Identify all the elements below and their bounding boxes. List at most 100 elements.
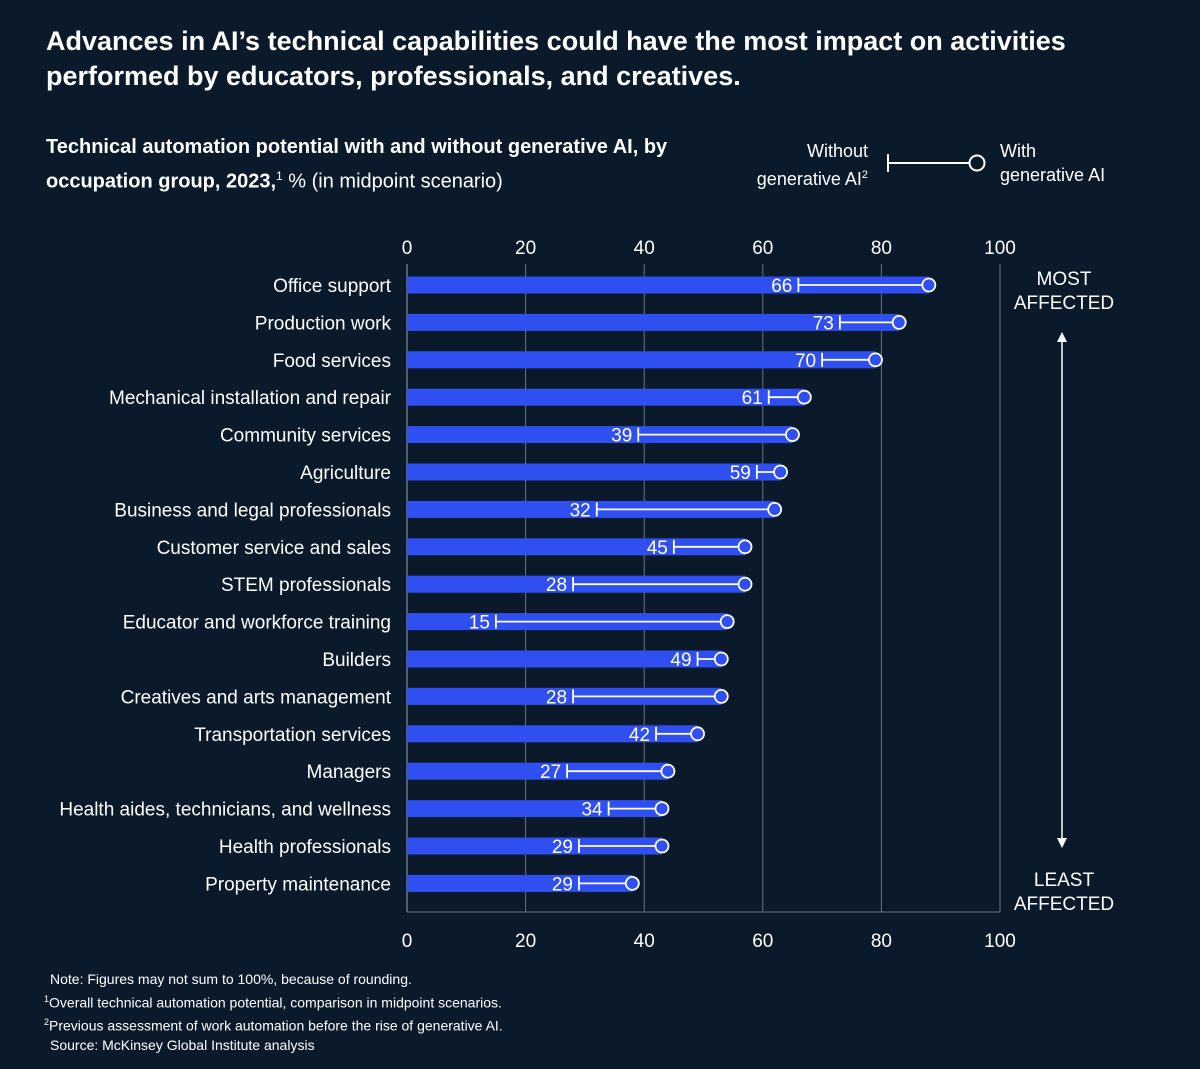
- arrow-down-icon: [1057, 838, 1067, 848]
- category-label: Agriculture: [300, 463, 391, 484]
- value-label-without-gen-ai: 28: [546, 575, 567, 596]
- bar-with-gen-ai: [407, 313, 900, 331]
- value-label-without-gen-ai: 28: [546, 687, 567, 708]
- legend-end-circle: [968, 154, 986, 172]
- bar-row: Transportation services 42: [194, 725, 705, 746]
- most-affected-line2: AFFECTED: [1014, 293, 1114, 314]
- category-label: Business and legal professionals: [114, 500, 391, 521]
- marker-with-gen-ai: [654, 801, 670, 816]
- footnote-2: Previous assessment of work automation b…: [49, 1017, 503, 1034]
- bar-with-gen-ai: [407, 351, 876, 369]
- bar-row: Educator and workforce training 15: [123, 613, 735, 634]
- subtitle-rest: % (in midpoint scenario): [282, 170, 503, 193]
- marker-with-gen-ai: [713, 651, 729, 667]
- bar-row: Community services 39: [220, 426, 800, 447]
- bar-row: Business and legal professionals 32: [114, 500, 783, 521]
- category-label: Customer service and sales: [157, 538, 391, 559]
- category-label: Transportation services: [194, 725, 391, 746]
- category-label: Builders: [322, 650, 391, 671]
- marker-with-gen-ai: [737, 576, 753, 592]
- bar-row: Production work 73: [255, 313, 907, 334]
- bar-with-gen-ai: [407, 388, 805, 406]
- bar-with-gen-ai: [407, 687, 722, 705]
- footnotes: Note: Figures may not sum to 100%, becau…: [44, 970, 744, 1055]
- value-label-without-gen-ai: 49: [670, 650, 691, 671]
- marker-with-gen-ai: [713, 689, 729, 704]
- x-tick-label-top: 60: [752, 238, 773, 259]
- marker-with-gen-ai: [773, 464, 788, 480]
- bar-with-gen-ai: [407, 650, 722, 668]
- value-label-without-gen-ai: 70: [795, 351, 816, 372]
- legend-without-line1: Without: [806, 141, 868, 161]
- legend-with-line1: With: [1000, 141, 1036, 161]
- most-affected-line1: MOST: [1037, 269, 1092, 290]
- bar-row: Health professionals 29: [219, 837, 670, 858]
- bar-row: Creatives and arts management 28: [121, 687, 729, 708]
- marker-with-gen-ai: [785, 427, 800, 443]
- marker-with-gen-ai: [921, 277, 937, 293]
- arrow-up-icon: [1057, 332, 1067, 342]
- chart-subtitle: Technical automation potential with and …: [46, 133, 746, 197]
- x-tick-label-bottom: 0: [402, 931, 413, 952]
- bar-with-gen-ai: [407, 725, 698, 743]
- marker-with-gen-ai: [737, 539, 753, 555]
- marker-with-gen-ai: [868, 352, 883, 368]
- bar-with-gen-ai: [407, 463, 781, 481]
- value-label-without-gen-ai: 39: [611, 426, 632, 447]
- bar-with-gen-ai: [407, 762, 668, 780]
- bar-with-gen-ai: [407, 538, 746, 556]
- marker-with-gen-ai: [719, 614, 735, 629]
- marker-with-gen-ai: [796, 389, 812, 405]
- bar-with-gen-ai: [407, 500, 775, 518]
- marker-with-gen-ai: [767, 501, 783, 517]
- bar-row: Managers 27: [307, 762, 676, 783]
- affected-annotation: MOST AFFECTED LEAST AFFECTED: [1014, 269, 1114, 915]
- value-label-without-gen-ai: 42: [629, 725, 650, 746]
- x-tick-label-top: 80: [871, 238, 892, 259]
- least-affected-line1: LEAST: [1034, 870, 1095, 891]
- category-label: Educator and workforce training: [123, 613, 391, 634]
- category-label: Creatives and arts management: [121, 687, 392, 708]
- marker-with-gen-ai: [690, 726, 705, 742]
- bar-with-gen-ai: [407, 800, 662, 818]
- bar-row: Builders 49: [322, 650, 729, 671]
- x-tick-label-bottom: 100: [984, 931, 1016, 952]
- least-affected-line2: AFFECTED: [1014, 894, 1114, 915]
- bar-with-gen-ai: [407, 837, 662, 855]
- bar-row: STEM professionals 28: [221, 575, 753, 596]
- marker-with-gen-ai: [624, 876, 640, 891]
- legend-without-line2: generative AI: [756, 169, 862, 189]
- legend-without-sup: 2: [861, 169, 868, 181]
- bar-row: Property maintenance 29: [205, 874, 640, 895]
- bar-with-gen-ai: [407, 426, 793, 444]
- bar-with-gen-ai: [407, 874, 633, 892]
- bars-layer: Office support 66 Production work 73 Food se…: [59, 276, 937, 895]
- value-label-without-gen-ai: 29: [552, 837, 573, 858]
- value-label-without-gen-ai: 34: [581, 800, 603, 821]
- value-label-without-gen-ai: 15: [469, 613, 490, 634]
- value-label-without-gen-ai: 73: [813, 313, 834, 334]
- marker-with-gen-ai: [654, 838, 670, 854]
- x-tick-label-bottom: 60: [752, 931, 773, 952]
- axis-layer: 0 0 20 20 40 40 60 60 80 80 100 100: [402, 238, 1016, 952]
- value-label-without-gen-ai: 61: [742, 388, 763, 409]
- category-label: Property maintenance: [205, 874, 391, 895]
- x-tick-label-top: 40: [634, 238, 655, 259]
- value-label-without-gen-ai: 32: [570, 500, 591, 521]
- bar-row: Health aides, technicians, and wellness 3…: [59, 800, 670, 821]
- bar-row: Food services 70: [273, 351, 883, 372]
- x-tick-label-bottom: 40: [634, 931, 655, 952]
- value-label-without-gen-ai: 45: [647, 538, 668, 559]
- footnote-1: Overall technical automation potential, …: [49, 994, 502, 1011]
- headline: Advances in AI’s technical capabilities …: [46, 26, 1066, 91]
- category-label: Health professionals: [219, 837, 391, 858]
- marker-with-gen-ai: [660, 763, 676, 779]
- footnote-note: Note: Figures may not sum to 100%, becau…: [50, 971, 412, 987]
- footnote-source: Source: McKinsey Global Institute analys…: [50, 1036, 315, 1053]
- value-label-without-gen-ai: 27: [540, 762, 561, 783]
- bar-row: Mechanical installation and repair 61: [109, 388, 812, 409]
- subtitle-footnote-ref: 1: [276, 169, 283, 183]
- legend-with-label: With generative AI: [1000, 139, 1160, 187]
- value-label-without-gen-ai: 66: [771, 276, 792, 297]
